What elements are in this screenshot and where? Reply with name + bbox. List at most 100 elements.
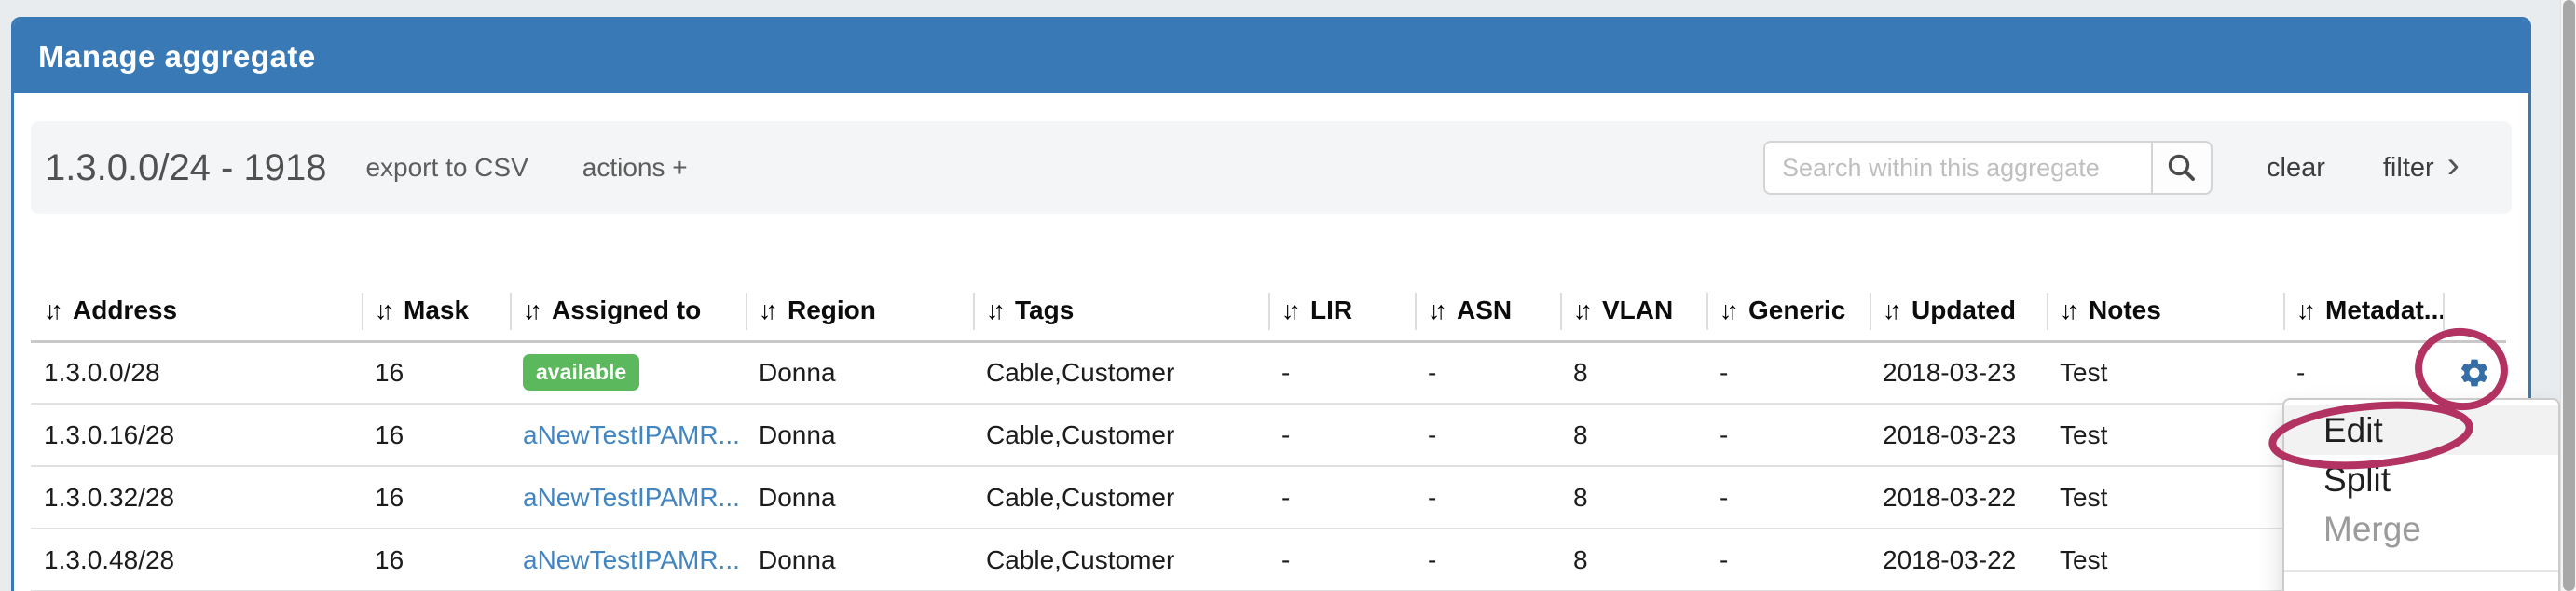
search-icon: [2168, 154, 2196, 181]
column-header-vlan[interactable]: ↓↑ VLAN: [1560, 282, 1706, 341]
cell-tags: Cable,Customer: [973, 466, 1268, 529]
cell-notes: Test: [2047, 529, 2283, 591]
column-header-updated[interactable]: ↓↑ Updated: [1870, 282, 2047, 341]
sort-icon: ↓↑: [44, 296, 63, 325]
column-header-tags[interactable]: ↓↑ Tags: [973, 282, 1268, 341]
sort-icon: ↓↑: [375, 296, 394, 325]
cell-lir: -: [1268, 341, 1415, 405]
cell-updated: 2018-03-22: [1870, 529, 2047, 591]
sort-icon: ↓↑: [1428, 296, 1447, 325]
cell-address: 1.3.0.0/28: [31, 341, 362, 405]
panel-body: 1.3.0.0/24 - 1918 export to CSV actions …: [14, 93, 2528, 591]
column-header-assigned-to[interactable]: ↓↑ Assigned to: [510, 282, 746, 341]
cell-assigned-to: aNewTestIPAMR...: [510, 466, 746, 529]
sort-icon: ↓↑: [1573, 296, 1593, 325]
status-badge-available: available: [523, 354, 640, 392]
sort-icon: ↓↑: [2060, 296, 2079, 325]
cell-generic: -: [1706, 529, 1870, 591]
cell-mask: 16: [362, 341, 510, 405]
scrollbar-thumb[interactable]: [2563, 0, 2575, 591]
cell-vlan: 8: [1560, 529, 1706, 591]
sort-icon: ↓↑: [1883, 296, 1902, 325]
cell-mask: 16: [362, 529, 510, 591]
export-csv-button[interactable]: export to CSV: [365, 153, 528, 182]
cell-region: Donna: [746, 529, 973, 591]
search-input[interactable]: [1763, 141, 2154, 195]
menu-item-split[interactable]: Split: [2323, 460, 2391, 499]
window-scrollbar: [2560, 0, 2576, 591]
cell-assigned-to: aNewTestIPAMR...: [510, 404, 746, 467]
assigned-to-link[interactable]: aNewTestIPAMR...: [523, 544, 740, 574]
column-header-notes[interactable]: ↓↑ Notes: [2047, 282, 2283, 341]
cell-mask: 16: [362, 466, 510, 529]
table-row: 1.3.0.16/28 16 aNewTestIPAMR... Donna Ca…: [31, 404, 2506, 467]
column-header-lir[interactable]: ↓↑ LIR: [1268, 282, 1415, 341]
column-header-address[interactable]: ↓↑ Address: [44, 296, 178, 325]
cell-region: Donna: [746, 466, 973, 529]
sort-icon: ↓↑: [1720, 296, 1739, 325]
clear-search-button[interactable]: clear: [2267, 152, 2325, 183]
table-row: 1.3.0.0/28 16 available Donna Cable,Cust…: [31, 341, 2506, 405]
cell-asn: -: [1415, 529, 1560, 591]
cell-address: 1.3.0.32/28: [31, 466, 362, 529]
gear-icon[interactable]: [2458, 356, 2491, 390]
cell-vlan: 8: [1560, 341, 1706, 405]
column-header-asn[interactable]: ↓↑ ASN: [1415, 282, 1560, 341]
actions-dropdown-toggle[interactable]: actions +: [582, 153, 688, 182]
menu-divider: [2284, 570, 2558, 572]
cell-tags: Cable,Customer: [973, 341, 1268, 405]
aggregate-label: 1.3.0.0/24 - 1918: [45, 146, 327, 188]
column-header-mask[interactable]: ↓↑ Mask: [362, 282, 510, 341]
cell-address: 1.3.0.48/28: [31, 529, 362, 591]
row-actions-menu: Edit Split Merge: [2282, 398, 2560, 591]
aggregate-toolbar: 1.3.0.0/24 - 1918 export to CSV actions …: [31, 121, 2512, 214]
cell-tags: Cable,Customer: [973, 529, 1268, 591]
search-button[interactable]: [2151, 141, 2213, 195]
menu-item-edit[interactable]: Edit: [2284, 405, 2558, 455]
cell-notes: Test: [2047, 466, 2283, 529]
cell-assigned-to: aNewTestIPAMR...: [510, 529, 746, 591]
cell-lir: -: [1268, 404, 1415, 467]
cell-notes: Test: [2047, 404, 2283, 467]
cell-updated: 2018-03-23: [1870, 404, 2047, 467]
cell-asn: -: [1415, 466, 1560, 529]
column-header-actions: [2443, 282, 2506, 341]
sort-icon: ↓↑: [1281, 296, 1301, 325]
manage-aggregate-panel: Manage aggregate 1.3.0.0/24 - 1918 expor…: [11, 17, 2531, 591]
sort-icon: ↓↑: [523, 296, 542, 325]
cell-address: 1.3.0.16/28: [31, 404, 362, 467]
cell-updated: 2018-03-23: [1870, 341, 2047, 405]
assigned-to-link[interactable]: aNewTestIPAMR...: [523, 419, 740, 449]
search-group: [1763, 141, 2213, 195]
sort-icon: ↓↑: [2296, 296, 2316, 325]
cell-updated: 2018-03-22: [1870, 466, 2047, 529]
chevron-right-icon: ›: [2446, 144, 2460, 186]
column-header-region[interactable]: ↓↑ Region: [746, 282, 973, 341]
aggregate-table: ↓↑ Address ↓↑ Mask ↓↑ Assigned to ↓↑ Region …: [31, 282, 2506, 591]
cell-generic: -: [1706, 341, 1870, 405]
cell-generic: -: [1706, 404, 1870, 467]
sort-icon: ↓↑: [759, 296, 778, 325]
filter-toggle[interactable]: filter ›: [2382, 144, 2460, 186]
page-title: Manage aggregate: [38, 38, 316, 74]
cell-lir: -: [1268, 466, 1415, 529]
cell-lir: -: [1268, 529, 1415, 591]
column-header-generic[interactable]: ↓↑ Generic: [1706, 282, 1870, 341]
cell-vlan: 8: [1560, 404, 1706, 467]
cell-region: Donna: [746, 404, 973, 467]
filter-label: filter: [2382, 152, 2434, 183]
cell-mask: 16: [362, 404, 510, 467]
cell-vlan: 8: [1560, 466, 1706, 529]
cell-region: Donna: [746, 341, 973, 405]
column-header-metadata[interactable]: ↓↑ Metadat...: [2283, 282, 2443, 341]
assigned-to-link[interactable]: aNewTestIPAMR...: [523, 482, 740, 512]
cell-tags: Cable,Customer: [973, 404, 1268, 467]
cell-generic: -: [1706, 466, 1870, 529]
cell-asn: -: [1415, 404, 1560, 467]
table-header-row: ↓↑ Address ↓↑ Mask ↓↑ Assigned to ↓↑ Region …: [31, 282, 2506, 341]
cell-notes: Test: [2047, 341, 2283, 405]
cell-asn: -: [1415, 341, 1560, 405]
panel-heading: Manage aggregate: [14, 20, 2528, 93]
table-row: 1.3.0.48/28 16 aNewTestIPAMR... Donna Ca…: [31, 529, 2506, 591]
menu-item-merge[interactable]: Merge: [2323, 510, 2421, 548]
